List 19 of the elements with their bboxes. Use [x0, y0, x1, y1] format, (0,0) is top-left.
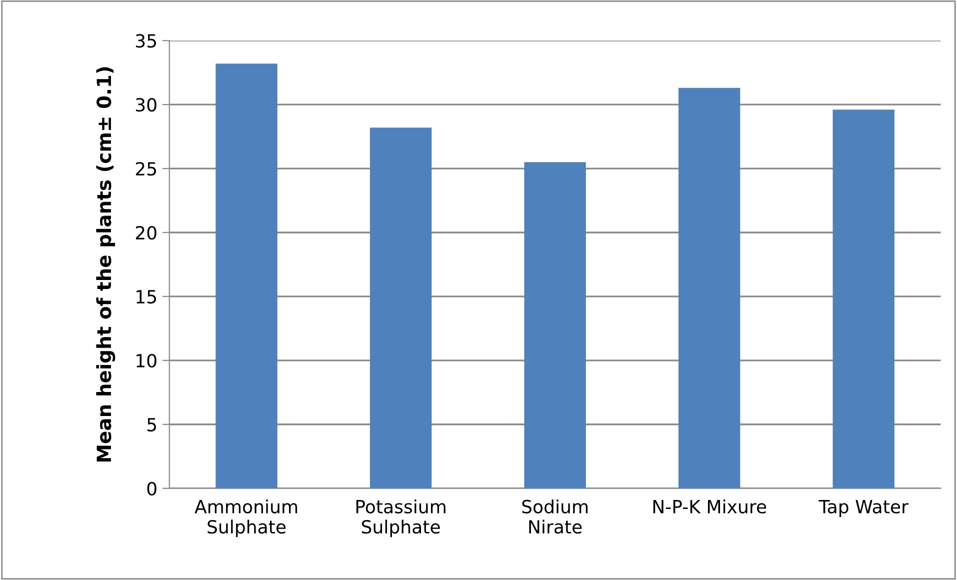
x-tick-label: Tap Water: [818, 500, 908, 517]
y-tick-label: 5: [147, 418, 156, 432]
y-tick-label: 20: [136, 226, 156, 240]
y-tick-label: 25: [136, 162, 156, 176]
y-tick-label: 10: [136, 354, 156, 368]
y-tick-label: 30: [136, 98, 156, 112]
y-tick-label: 15: [136, 290, 156, 304]
x-tick-label: Ammonium Sulphate: [194, 499, 298, 538]
bar: [678, 88, 740, 488]
y-tick-label: 35: [136, 34, 156, 48]
x-tick-label: N-P-K Mixure: [653, 499, 766, 514]
bar: [216, 64, 278, 488]
x-tick-label: Potassium Sulphate: [356, 499, 446, 538]
y-axis-title: Mean height of the plants (cm± 0.1): [96, 67, 116, 462]
y-tick-label: 0: [147, 482, 156, 496]
bar: [370, 128, 432, 488]
bar: [524, 162, 586, 488]
bar: [832, 110, 894, 488]
x-tick-label: Sodium Nirate: [522, 499, 588, 534]
